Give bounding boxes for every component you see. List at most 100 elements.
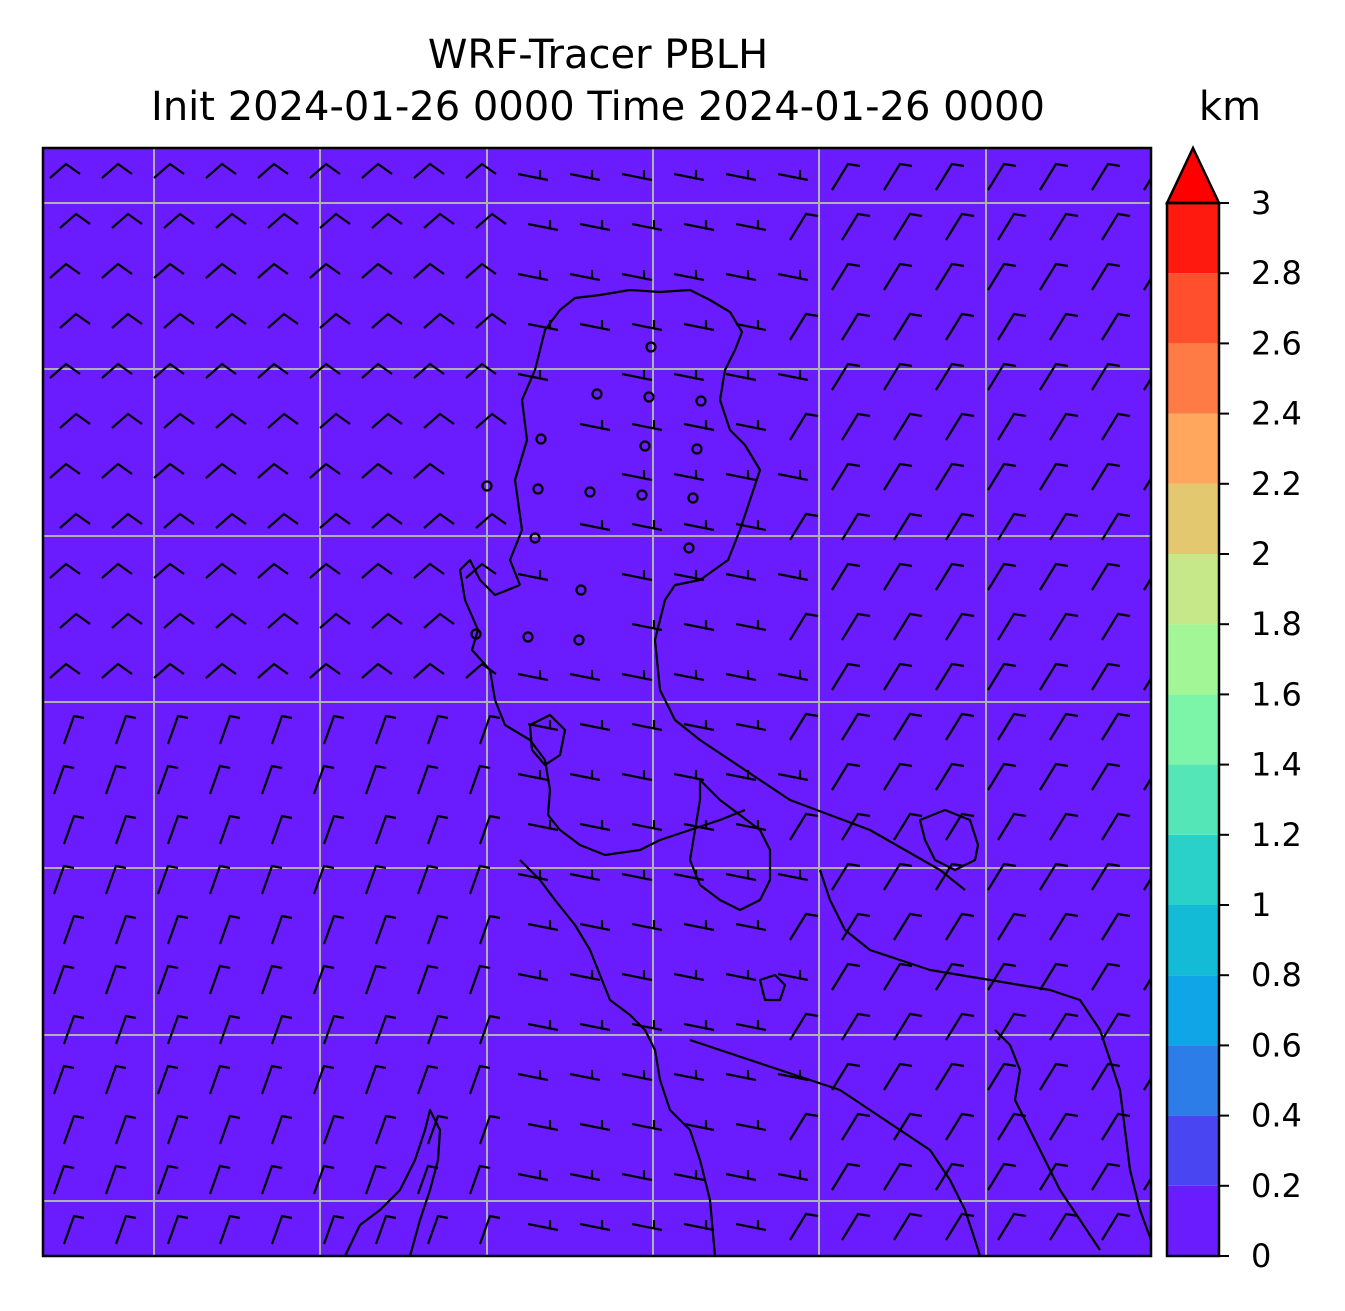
wind-barb <box>631 320 663 332</box>
wind-barb <box>101 462 133 479</box>
colorbar-tick-label: 2 <box>1251 535 1271 573</box>
wind-barb <box>673 570 705 582</box>
wind-barb <box>166 1214 189 1245</box>
wind-barb <box>725 1170 757 1182</box>
wind-barb <box>935 962 965 991</box>
wind-barb <box>218 1114 241 1145</box>
wind-barb <box>465 262 497 279</box>
wind-barb <box>831 1062 861 1091</box>
colorbar-bins <box>1167 203 1219 1256</box>
wind-barb <box>205 362 237 379</box>
wind-barb <box>841 312 871 341</box>
wind-barb <box>111 412 143 429</box>
map-panel <box>41 146 1153 1258</box>
wind-barb <box>683 420 715 432</box>
wind-barb <box>631 620 663 632</box>
wind-barb <box>987 462 1017 491</box>
wind-barb <box>569 1170 601 1182</box>
wind-barb <box>218 914 241 945</box>
wind-barb <box>841 712 871 741</box>
wind-barb <box>997 1012 1027 1041</box>
wind-barb <box>935 162 965 191</box>
wind-barb <box>997 312 1027 341</box>
wind-barb <box>426 714 449 745</box>
wind-barb <box>789 812 819 841</box>
wind-barb <box>777 370 809 382</box>
calm-wind-circle <box>695 395 707 407</box>
wind-barb <box>683 720 715 732</box>
wind-barb <box>153 462 185 479</box>
map-frame <box>41 146 1153 1258</box>
wind-barb <box>163 612 195 629</box>
wind-barb <box>789 512 819 541</box>
wind-barb <box>49 162 81 179</box>
wind-barb <box>841 1112 871 1141</box>
wind-barb <box>725 570 757 582</box>
wind-barb <box>777 470 809 482</box>
wind-barb <box>1101 312 1131 341</box>
wind-barb <box>1039 1062 1069 1091</box>
colorbar-tick-label: 2.8 <box>1251 254 1302 292</box>
calm-wind-circle <box>522 631 534 643</box>
wind-barb <box>893 212 923 241</box>
colorbar-tick-label: 2.6 <box>1251 324 1302 362</box>
wind-barb <box>631 920 663 932</box>
wind-barb <box>1101 1112 1131 1141</box>
wind-barb <box>426 814 449 845</box>
calm-wind-circle <box>645 341 657 353</box>
wind-barb <box>621 970 653 982</box>
colorbar-tick-label: 0.8 <box>1251 956 1302 994</box>
wind-barb <box>413 562 445 579</box>
wind-barb <box>1091 862 1121 891</box>
colorbar-tick-label: 0.4 <box>1251 1097 1302 1135</box>
wind-barb <box>725 1070 757 1082</box>
wind-barb <box>257 262 289 279</box>
coastlines <box>344 288 1151 1256</box>
colorbar-tick-label: 1.8 <box>1251 605 1302 643</box>
wind-barb <box>153 562 185 579</box>
wind-barb <box>673 670 705 682</box>
wind-barb <box>1091 1062 1121 1091</box>
wind-barb <box>945 1212 975 1241</box>
wind-barb <box>945 512 975 541</box>
calm-wind-markers <box>470 341 707 646</box>
wind-barb <box>935 362 965 391</box>
wind-barb <box>371 412 403 429</box>
wind-barb <box>579 820 611 832</box>
wind-barb <box>831 462 861 491</box>
wind-barb <box>208 964 231 995</box>
wind-barb <box>831 862 861 891</box>
wind-barb <box>997 212 1027 241</box>
wind-barb <box>1143 876 1151 891</box>
coastline-central-south <box>519 859 717 1256</box>
wind-barb <box>883 1162 913 1191</box>
wind-barb <box>423 212 455 229</box>
wind-barb <box>371 512 403 529</box>
wind-barb <box>208 1164 231 1195</box>
wind-barb <box>621 1070 653 1082</box>
colorbar-tick-label: 2.4 <box>1251 395 1302 433</box>
wind-barb <box>735 720 767 732</box>
wind-barb <box>683 1120 715 1132</box>
wind-barb <box>478 1114 501 1145</box>
wind-barb <box>49 662 81 679</box>
wind-barb <box>62 1114 85 1145</box>
wind-barb <box>935 462 965 491</box>
wind-barb <box>883 862 913 891</box>
calm-wind-circle <box>575 584 587 596</box>
wind-barb <box>725 970 757 982</box>
wind-barb <box>777 870 809 882</box>
wind-barb <box>322 814 345 845</box>
wind-barb <box>569 970 601 982</box>
wind-barb <box>935 762 965 791</box>
wind-barb <box>111 512 143 529</box>
wind-barb <box>478 914 501 945</box>
wind-barb <box>465 162 497 179</box>
calm-wind-circle <box>691 443 703 455</box>
wind-barb <box>673 270 705 282</box>
colorbar-bin <box>1167 975 1219 1046</box>
wind-barb <box>527 220 559 232</box>
wind-barb <box>517 970 549 982</box>
wind-barb <box>426 1214 449 1245</box>
